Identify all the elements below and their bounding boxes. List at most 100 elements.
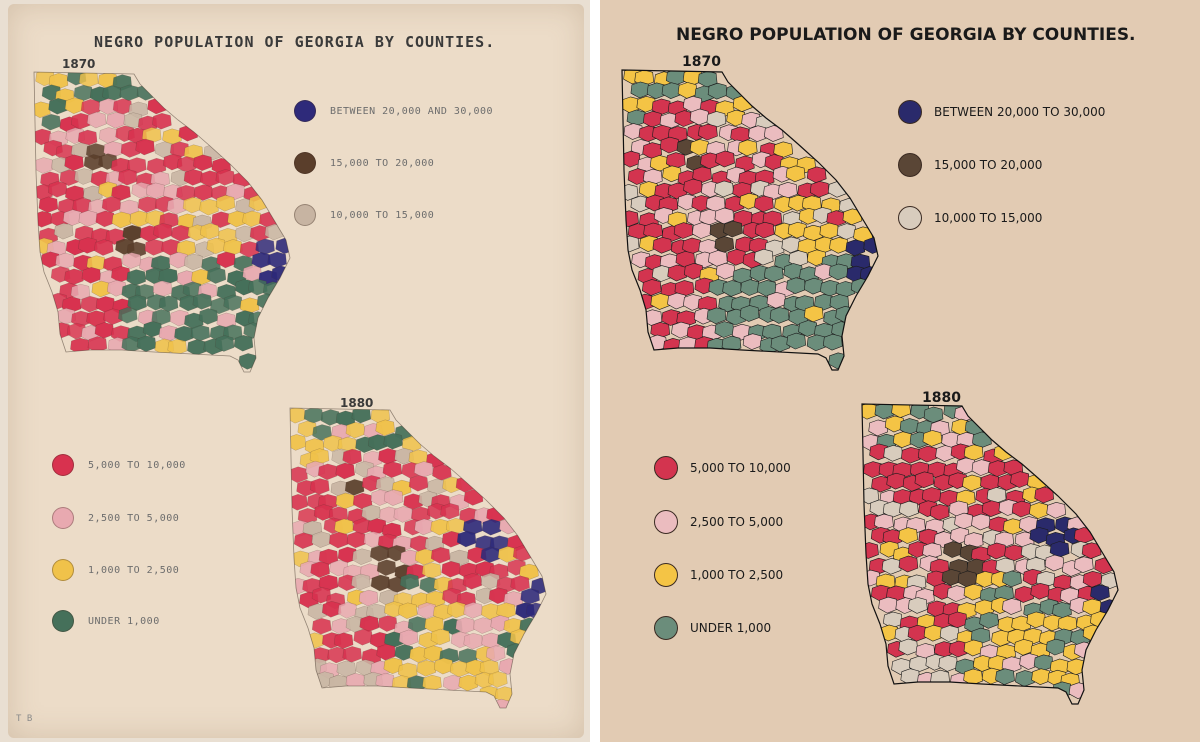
county-cu1k: [972, 431, 992, 449]
county-c2k5: [166, 198, 187, 215]
county-c1k: [963, 668, 983, 686]
county-cu1k: [127, 294, 147, 312]
county-c1k: [375, 419, 395, 437]
year-label-1880: 1880: [340, 396, 374, 410]
county-c5k: [137, 196, 158, 213]
county-c10k: [351, 573, 371, 591]
county-c1k: [334, 518, 354, 536]
county-c2k5: [78, 210, 99, 227]
county-c5k: [144, 239, 165, 256]
county-c5k: [441, 561, 461, 578]
state-outline: [621, 69, 879, 371]
county-cu1k: [233, 334, 254, 352]
county-c5k: [293, 532, 314, 549]
county-c1k: [48, 73, 69, 90]
legend-item-5k-10k: 5,000 TO 10,000: [654, 456, 791, 480]
county-c10k: [622, 235, 640, 253]
county-c2k5: [971, 459, 992, 476]
county-c5k: [806, 166, 827, 184]
county-c1k: [974, 599, 995, 617]
legend-item-2500-5k: 2,500 TO 5,000: [52, 507, 179, 529]
county-c5k: [71, 112, 91, 130]
county-c5k: [642, 110, 663, 128]
county-c10k: [753, 248, 774, 266]
county-c2k5: [777, 181, 798, 199]
county-c2k5: [642, 168, 663, 186]
county-cu1k: [384, 631, 404, 649]
county-cu1k: [661, 82, 682, 100]
county-c15k: [370, 545, 390, 562]
county-cu1k: [119, 84, 139, 102]
county-c20k: [845, 239, 866, 257]
legend-item-20k-30k: BETWEEN 20,000 AND 30,000: [294, 100, 493, 122]
county-c10k: [366, 603, 386, 621]
county-c1k: [111, 211, 132, 229]
county-cu1k: [158, 295, 179, 312]
page-title: NEGRO POPULATION OF GEORGIA BY COUNTIES.: [676, 25, 1136, 45]
county-cu1k: [828, 263, 849, 281]
county-c1k: [862, 404, 878, 420]
county-c5k: [86, 310, 106, 327]
county-c2k5: [358, 589, 379, 607]
county-c5k: [359, 615, 379, 633]
county-c1k: [1013, 638, 1034, 656]
legend-item-1k-2500: 1,000 TO 2,500: [52, 559, 179, 581]
county-c5k: [290, 466, 308, 484]
county-c2k5: [874, 513, 894, 531]
county-c1k: [397, 662, 418, 680]
county-cu1k: [351, 408, 372, 424]
county-c1k: [488, 671, 508, 688]
county-c10k: [899, 500, 919, 518]
county-c10k: [907, 597, 928, 614]
recreation-chart-panel: NEGRO POPULATION OF GEORGIA BY COUNTIES.…: [600, 0, 1200, 742]
county-c5k: [659, 136, 680, 154]
state-outline: [33, 71, 291, 373]
county-c5k: [38, 196, 59, 214]
county-c1k: [242, 210, 262, 228]
county-c10k: [939, 625, 960, 642]
legend-item-under-1k: UNDER 1,000: [654, 616, 771, 640]
county-c5k: [862, 542, 879, 559]
legend-swatch: [294, 152, 316, 174]
county-c1k: [239, 297, 260, 314]
county-c1k: [398, 602, 418, 620]
county-c1k: [162, 128, 182, 146]
georgia-map-1880: [861, 403, 1119, 705]
county-c1k: [34, 101, 51, 119]
county-c5k: [64, 268, 84, 286]
legend-swatch: [52, 559, 74, 581]
county-c5k: [77, 129, 98, 147]
county-c5k: [152, 112, 172, 130]
county-cu1k: [995, 668, 1015, 686]
county-c10k: [788, 250, 809, 267]
county-c1k: [191, 268, 211, 286]
county-c10k: [83, 185, 103, 203]
county-c20k: [863, 237, 878, 254]
county-c1k: [425, 590, 446, 608]
legend-label: 15,000 TO 20,000: [330, 157, 435, 169]
legend-swatch: [294, 100, 316, 122]
page-title: NEGRO POPULATION OF GEORGIA BY COUNTIES.: [94, 33, 496, 51]
county-c15k: [943, 541, 963, 558]
county-c1k: [458, 674, 478, 692]
county-c2k5: [331, 423, 351, 441]
county-c2k5: [946, 585, 967, 602]
county-c5k: [981, 500, 1002, 518]
legend-swatch: [654, 510, 678, 534]
county-c1k: [167, 338, 187, 356]
county-c2k5: [121, 252, 142, 269]
county-c1k: [290, 434, 307, 451]
county-c5k: [754, 195, 774, 213]
county-c2k5: [1001, 598, 1022, 615]
county-c1k: [677, 82, 698, 99]
county-c2k5: [485, 645, 506, 662]
county-c10k: [995, 557, 1016, 575]
county-c2k5: [337, 602, 358, 619]
county-c15k: [714, 236, 735, 253]
county-cu1k: [706, 307, 727, 325]
county-c5k: [1003, 459, 1024, 477]
county-cu1k: [136, 335, 157, 352]
county-cu1k: [994, 585, 1014, 602]
county-c5k: [917, 445, 938, 463]
county-c1k: [1011, 615, 1031, 633]
